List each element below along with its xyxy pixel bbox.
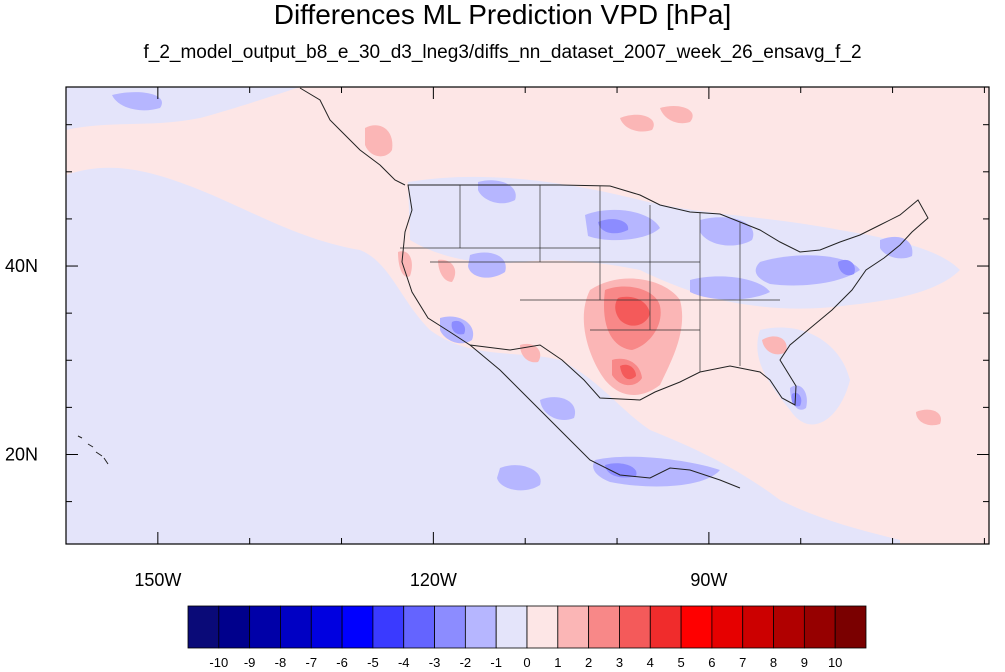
colorbar-label: 6 [708, 655, 715, 670]
map-panel: 150W 120W 90W 40N 20N [5, 86, 990, 590]
blue-patch [690, 276, 770, 300]
colorbar-swatch [834, 605, 867, 649]
colorbar-label: -7 [305, 655, 317, 670]
hawaii-islands [77, 435, 109, 465]
conus-outline [401, 184, 929, 406]
colorbar-labels: -10 -9 -8 -7 -6 -5 -4 -3 -2 -1 0 1 2 3 4 5 6 7 8 9 10 [209, 655, 842, 670]
colorbar-label: 9 [801, 655, 808, 670]
red-patch [916, 409, 941, 426]
colorbar-swatch [434, 605, 466, 649]
colorbar-label: 4 [647, 655, 654, 670]
colorbar-label: 8 [770, 655, 777, 670]
map-frame [65, 86, 990, 545]
blue-patch [497, 465, 541, 491]
colorbar-swatch [249, 605, 281, 649]
colorbar-label: -2 [460, 655, 472, 670]
colorbar-swatch [341, 605, 374, 649]
latitude-labels: 40N 20N [5, 256, 38, 464]
lat-label: 40N [5, 256, 38, 276]
red-patch [660, 105, 693, 124]
colorbar-swatch [803, 605, 836, 649]
blue-patch [540, 397, 576, 420]
red-core [615, 296, 650, 326]
coastlines [77, 87, 929, 489]
blue-patch [468, 252, 506, 278]
map-title: Differences ML Prediction VPD [hPa] [273, 0, 732, 30]
colorbar-swatch [187, 605, 220, 649]
colorbar-swatch [526, 605, 559, 649]
map-subtitle: f_2_model_output_b8_e_30_d3_lneg3/diffs_… [143, 42, 862, 63]
blue-spot [605, 463, 637, 478]
colorbar-swatch [588, 605, 620, 649]
colorbar-swatch [557, 605, 590, 649]
colorbar-swatch [773, 605, 805, 649]
mexico-outline [469, 344, 741, 489]
colorbar-swatch [310, 605, 343, 649]
colorbar-label: -10 [209, 655, 228, 670]
red-patch [438, 259, 456, 282]
blue-spot [838, 259, 855, 276]
colorbar-swatch [403, 605, 435, 649]
colorbar-label: 1 [554, 655, 561, 670]
colorbar-label: -4 [398, 655, 410, 670]
colorbar-label: 0 [523, 655, 530, 670]
red-core [620, 364, 636, 380]
red-patch [520, 343, 541, 363]
colorbar-label: 10 [828, 655, 842, 670]
colorbar-swatch [742, 605, 774, 649]
colorbar-swatch [464, 605, 497, 649]
colorbar-label: -5 [367, 655, 379, 670]
lon-label: 120W [410, 570, 457, 590]
colorbar-label: 5 [677, 655, 684, 670]
red-patch [762, 336, 787, 355]
colorbar-label: -3 [429, 655, 441, 670]
colorbar-label: -8 [275, 655, 287, 670]
colorbar-label: -6 [336, 655, 348, 670]
lon-label: 150W [134, 570, 181, 590]
colorbar-label: 2 [585, 655, 592, 670]
colorbar-swatch [495, 605, 528, 649]
colorbar-swatch [711, 605, 744, 649]
colorbar-swatch [218, 605, 251, 649]
colorbar-swatch [680, 605, 713, 649]
blue-spot [598, 219, 629, 234]
colorbar-label: -9 [244, 655, 256, 670]
state-borders [400, 185, 780, 372]
blue-patch [755, 255, 860, 286]
colorbar-swatch [649, 605, 682, 649]
lat-label: 20N [5, 444, 38, 464]
colorbar-swatch [619, 605, 651, 649]
blue-spot [451, 320, 466, 335]
map-ticks [65, 87, 989, 544]
state-border [400, 185, 780, 372]
colorbar-label: -1 [490, 655, 502, 670]
red-patch [620, 114, 654, 132]
red-patch [398, 251, 412, 277]
blue-patch [478, 180, 516, 204]
blue-spot [791, 392, 802, 407]
colorbar-label: 3 [616, 655, 623, 670]
lon-label: 90W [690, 570, 727, 590]
colorbar-swatch [280, 605, 312, 649]
longitude-labels: 150W 120W 90W [134, 570, 727, 590]
alaska-coast [299, 87, 406, 186]
colorbar [187, 605, 867, 649]
colorbar-swatch [372, 605, 405, 649]
red-patch [365, 125, 393, 157]
colorbar-label: 7 [739, 655, 746, 670]
blue-patch [112, 92, 162, 111]
